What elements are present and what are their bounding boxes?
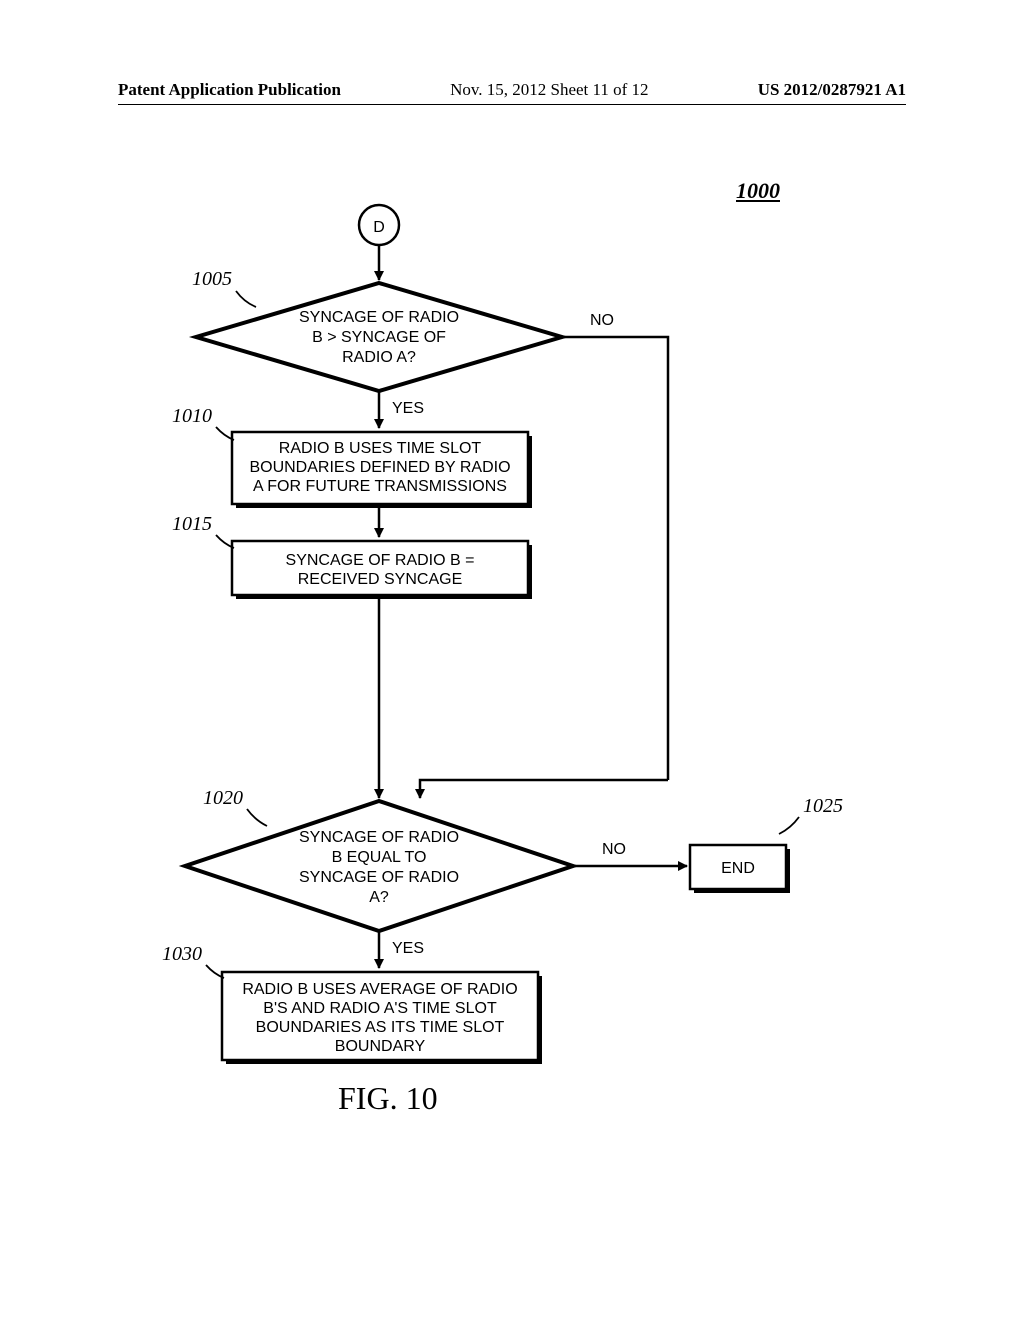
start-node: D [359,205,399,245]
d1020-line4: A? [369,889,389,906]
d1005-line2: B > SYNCAGE OF [312,329,446,346]
d1020-line1: SYNCAGE OF RADIO [299,829,459,846]
d1005-yes-label: YES [392,400,424,417]
b1010-line2: BOUNDARIES DEFINED BY RADIO [249,459,510,476]
b1030-line2: B'S AND RADIO A'S TIME SLOT [263,1000,497,1017]
flowchart: D SYNCAGE OF RADIO B > SYNCAGE OF RADIO … [0,0,1024,1320]
edge-d1005-no-2 [420,780,668,798]
decision-1005: SYNCAGE OF RADIO B > SYNCAGE OF RADIO A? [196,283,562,391]
callout-1020 [247,809,267,826]
ref-1025: 1025 [803,795,843,818]
ref-1010: 1010 [172,405,212,428]
callout-1025 [779,817,799,834]
ref-1005: 1005 [192,268,232,291]
d1005-line1: SYNCAGE OF RADIO [299,309,459,326]
b1030-line4: BOUNDARY [335,1038,426,1055]
terminator-1025: END [690,845,790,893]
b1015-line2: RECEIVED SYNCAGE [298,571,462,588]
b1030-line3: BOUNDARIES AS ITS TIME SLOT [256,1019,505,1036]
process-1015: SYNCAGE OF RADIO B = RECEIVED SYNCAGE [232,541,532,599]
b1015-line1: SYNCAGE OF RADIO B = [286,552,475,569]
d1020-yes-label: YES [392,940,424,957]
process-1030: RADIO B USES AVERAGE OF RADIO B'S AND RA… [222,972,542,1064]
ref-1020: 1020 [203,787,243,810]
d1005-line3: RADIO A? [342,349,416,366]
b1010-line1: RADIO B USES TIME SLOT [279,440,482,457]
d1020-line3: SYNCAGE OF RADIO [299,869,459,886]
ref-1015: 1015 [172,513,212,536]
decision-1020: SYNCAGE OF RADIO B EQUAL TO SYNCAGE OF R… [185,801,573,931]
b1010-line3: A FOR FUTURE TRANSMISSIONS [253,478,507,495]
process-1010: RADIO B USES TIME SLOT BOUNDARIES DEFINE… [232,432,532,508]
start-label: D [373,219,385,236]
b1030-line1: RADIO B USES AVERAGE OF RADIO [242,981,517,998]
edge-d1005-no [562,337,668,780]
figure-caption: FIG. 10 [338,1080,438,1117]
d1005-no-label: NO [590,312,614,329]
callout-1005 [236,291,256,307]
ref-1030: 1030 [162,943,202,966]
d1020-no-label: NO [602,841,626,858]
d1020-line2: B EQUAL TO [332,849,427,866]
b1025-line1: END [721,860,755,877]
